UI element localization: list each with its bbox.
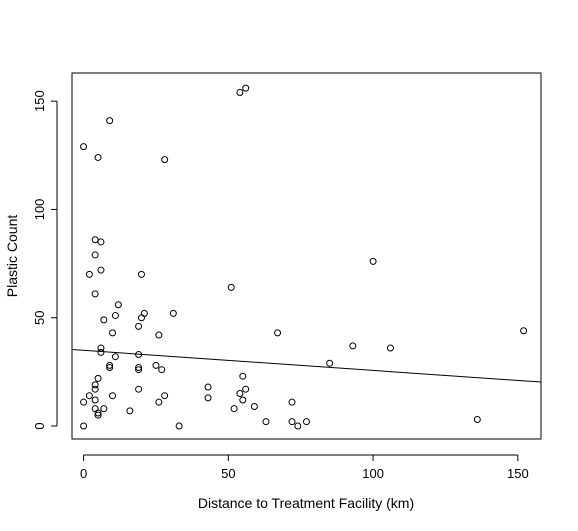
data-point [126, 407, 134, 415]
data-point [91, 251, 99, 259]
data-point [91, 290, 99, 298]
data-point [227, 283, 235, 291]
data-point [135, 322, 143, 330]
data-point [386, 344, 394, 352]
data-point [94, 153, 102, 161]
data-point [135, 366, 143, 374]
data-point [274, 329, 282, 337]
data-point [161, 156, 169, 164]
data-point [520, 327, 528, 335]
data-point [97, 266, 105, 274]
data-point [135, 364, 143, 372]
y-tick-label: 100 [32, 199, 47, 221]
data-point [137, 314, 145, 322]
data-point [236, 88, 244, 96]
x-axis-label: Distance to Treatment Facility (km) [198, 495, 414, 511]
data-point [239, 372, 247, 380]
data-point [288, 398, 296, 406]
data-point [111, 312, 119, 320]
data-point [175, 422, 183, 430]
data-point [91, 381, 99, 389]
data-point [135, 351, 143, 359]
data-point [239, 396, 247, 404]
data-point [473, 416, 481, 424]
data-point [91, 396, 99, 404]
x-tick-label: 150 [507, 466, 529, 481]
plot-frame [71, 72, 542, 440]
data-point [242, 84, 250, 92]
data-point [152, 361, 160, 369]
y-axis-label: Plastic Count [4, 215, 20, 298]
data-point [349, 342, 357, 350]
x-tick-label: 100 [362, 466, 384, 481]
x-axis: 0 50 100 150 [80, 454, 529, 481]
data-point [326, 359, 334, 367]
data-point [94, 409, 102, 417]
data-point [91, 236, 99, 244]
data-point [94, 374, 102, 382]
data-point [204, 394, 212, 402]
data-point [97, 238, 105, 246]
y-tick-label: 0 [32, 422, 47, 429]
data-point [106, 364, 114, 372]
x-tick-label: 0 [80, 466, 87, 481]
data-point [114, 301, 122, 309]
data-point [140, 309, 148, 317]
y-axis: 0 50 100 150 [32, 90, 58, 430]
data-point [155, 398, 163, 406]
data-point [230, 405, 238, 413]
data-point [303, 418, 310, 426]
data-point [204, 383, 212, 391]
data-point [111, 353, 119, 361]
data-point [288, 418, 296, 426]
data-point [106, 361, 114, 369]
data-point [250, 403, 258, 411]
data-point [262, 418, 270, 426]
data-point [135, 385, 143, 393]
data-point [85, 392, 93, 400]
data-point [109, 329, 117, 337]
data-point [94, 411, 102, 419]
data-point [294, 422, 302, 430]
data-point [236, 390, 244, 398]
data-point [106, 117, 114, 125]
data-point [109, 392, 117, 400]
data-point [100, 316, 108, 324]
data-point [80, 143, 88, 151]
x-tick-label: 50 [221, 466, 235, 481]
y-tick-label: 50 [32, 310, 47, 324]
data-point [97, 344, 105, 352]
data-point [137, 270, 145, 278]
data-point [169, 309, 177, 317]
data-point [158, 366, 166, 374]
data-point [85, 270, 93, 278]
data-point [91, 385, 99, 393]
data-point [80, 398, 88, 406]
trend-line-group [71, 349, 542, 383]
y-tick-label: 150 [32, 90, 47, 112]
data-point [100, 405, 108, 413]
data-point [91, 405, 99, 413]
data-point [97, 348, 105, 356]
data-point [369, 257, 377, 265]
data-point [161, 392, 169, 400]
regression-line [71, 349, 542, 383]
data-points [80, 84, 528, 430]
data-point [155, 331, 163, 339]
data-point [242, 385, 250, 393]
data-point [80, 422, 88, 430]
